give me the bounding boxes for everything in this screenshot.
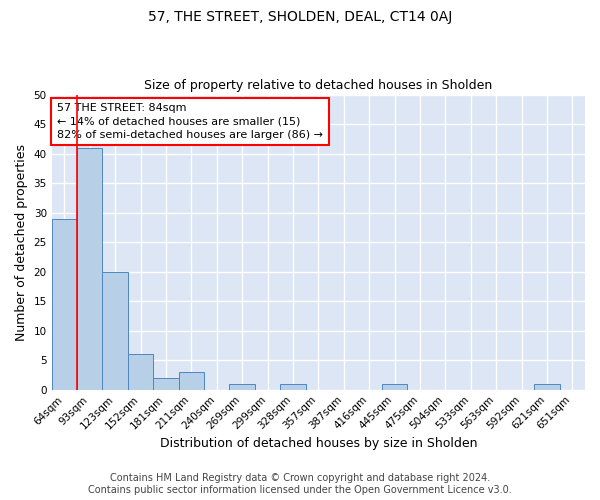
Bar (229, 384, 255, 390)
Bar (382, 384, 407, 390)
Title: Size of property relative to detached houses in Sholden: Size of property relative to detached ho… (144, 79, 493, 92)
Bar (103, 272, 128, 390)
Bar (534, 384, 560, 390)
Bar (128, 354, 153, 390)
Y-axis label: Number of detached properties: Number of detached properties (15, 144, 28, 340)
Bar (52, 218, 77, 390)
Bar (280, 384, 305, 390)
Bar (179, 372, 204, 390)
Text: Contains HM Land Registry data © Crown copyright and database right 2024.
Contai: Contains HM Land Registry data © Crown c… (88, 474, 512, 495)
Text: 57, THE STREET, SHOLDEN, DEAL, CT14 0AJ: 57, THE STREET, SHOLDEN, DEAL, CT14 0AJ (148, 10, 452, 24)
Text: 57 THE STREET: 84sqm
← 14% of detached houses are smaller (15)
82% of semi-detac: 57 THE STREET: 84sqm ← 14% of detached h… (57, 104, 323, 140)
X-axis label: Distribution of detached houses by size in Sholden: Distribution of detached houses by size … (160, 437, 477, 450)
Bar (153, 378, 179, 390)
Bar (77, 148, 103, 390)
